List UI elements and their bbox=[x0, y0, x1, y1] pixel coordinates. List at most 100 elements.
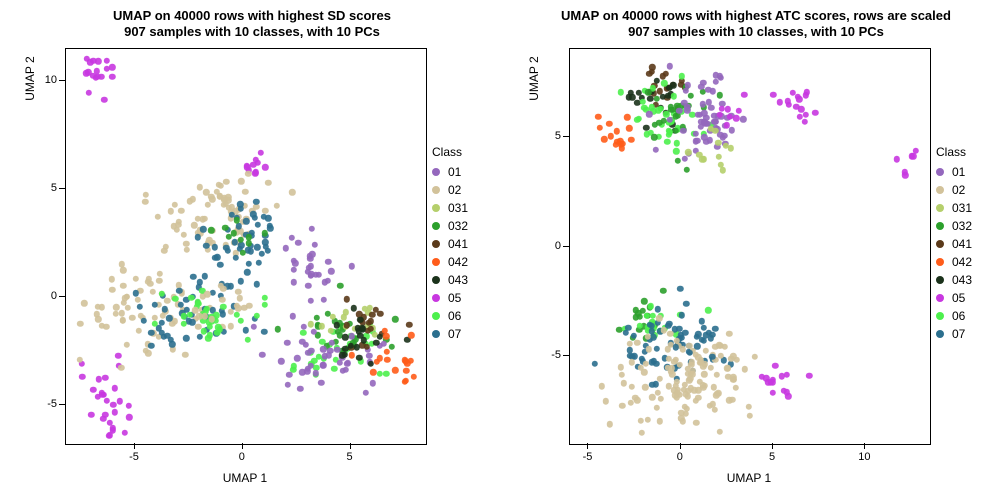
data-point bbox=[389, 344, 395, 350]
data-point bbox=[244, 269, 250, 275]
data-point bbox=[658, 395, 664, 401]
data-point bbox=[254, 312, 260, 318]
legend-swatch bbox=[936, 186, 944, 194]
data-point bbox=[407, 358, 413, 364]
data-point bbox=[223, 179, 229, 185]
data-point bbox=[654, 78, 660, 84]
data-point bbox=[752, 353, 758, 359]
data-point bbox=[265, 180, 271, 186]
x-tick-mark bbox=[587, 443, 588, 449]
legend-label: 05 bbox=[952, 291, 965, 305]
data-point bbox=[664, 346, 670, 352]
data-point bbox=[726, 330, 732, 336]
legend-item: 06 bbox=[432, 307, 468, 325]
data-point bbox=[646, 346, 652, 352]
data-point bbox=[253, 169, 259, 175]
data-point bbox=[124, 342, 130, 348]
data-point bbox=[657, 418, 663, 424]
data-point bbox=[86, 90, 92, 96]
data-point bbox=[673, 140, 679, 146]
data-point bbox=[343, 296, 349, 302]
legend-label: 02 bbox=[952, 183, 965, 197]
data-point bbox=[677, 286, 683, 292]
data-point bbox=[592, 360, 598, 366]
legend-swatch bbox=[432, 204, 440, 212]
data-point bbox=[253, 199, 259, 205]
data-point bbox=[231, 230, 237, 236]
data-point bbox=[195, 234, 201, 240]
data-point bbox=[646, 71, 652, 77]
data-point bbox=[109, 74, 115, 80]
x-axis-label: UMAP 1 bbox=[569, 471, 929, 485]
data-point bbox=[655, 107, 661, 113]
data-point bbox=[619, 403, 625, 409]
x-tick-mark bbox=[242, 443, 243, 449]
data-point bbox=[246, 302, 252, 308]
data-point bbox=[377, 311, 383, 317]
data-point bbox=[169, 321, 175, 327]
data-point bbox=[264, 248, 270, 254]
data-point bbox=[284, 381, 290, 387]
data-point bbox=[649, 312, 655, 318]
data-point bbox=[325, 259, 331, 265]
data-point bbox=[150, 289, 156, 295]
data-point bbox=[770, 390, 776, 396]
data-point bbox=[628, 400, 634, 406]
data-point bbox=[595, 113, 601, 119]
data-point bbox=[187, 198, 193, 204]
data-point bbox=[125, 305, 131, 311]
data-point bbox=[301, 324, 307, 330]
data-point bbox=[220, 286, 226, 292]
legend-item: 06 bbox=[936, 307, 972, 325]
data-point bbox=[655, 306, 661, 312]
legend-title: Class bbox=[432, 145, 468, 159]
data-point bbox=[142, 192, 148, 198]
data-point bbox=[709, 88, 715, 94]
legend-item: 01 bbox=[432, 163, 468, 181]
data-point bbox=[107, 432, 113, 438]
data-point bbox=[660, 327, 666, 333]
data-point bbox=[712, 407, 718, 413]
legend-swatch bbox=[432, 222, 440, 230]
data-point bbox=[653, 381, 659, 387]
data-point bbox=[673, 113, 679, 119]
data-point bbox=[660, 73, 666, 79]
data-point bbox=[251, 323, 257, 329]
legend-swatch bbox=[432, 276, 440, 284]
data-point bbox=[164, 297, 170, 303]
data-point bbox=[337, 283, 343, 289]
plot-area bbox=[569, 48, 931, 445]
y-axis-label: UMAP 2 bbox=[527, 0, 541, 276]
data-point bbox=[370, 380, 376, 386]
data-point bbox=[238, 178, 244, 184]
legend-label: 031 bbox=[952, 201, 972, 215]
data-point bbox=[90, 387, 96, 393]
data-point bbox=[110, 401, 116, 407]
data-point bbox=[692, 131, 698, 137]
data-point bbox=[101, 96, 107, 102]
x-tick-label: -5 bbox=[129, 451, 139, 463]
data-point bbox=[625, 325, 631, 331]
data-point bbox=[673, 394, 679, 400]
data-point bbox=[245, 337, 251, 343]
data-point bbox=[103, 397, 109, 403]
data-point bbox=[732, 385, 738, 391]
data-point bbox=[188, 295, 194, 301]
data-point bbox=[733, 115, 739, 121]
data-point bbox=[290, 313, 296, 319]
legend-item: 042 bbox=[936, 253, 972, 271]
data-point bbox=[327, 348, 333, 354]
data-point bbox=[629, 384, 635, 390]
y-tick-mark bbox=[563, 355, 569, 356]
data-point bbox=[707, 364, 713, 370]
data-point bbox=[675, 158, 681, 164]
data-point bbox=[366, 353, 372, 359]
legend-label: 02 bbox=[448, 183, 461, 197]
data-point bbox=[159, 313, 165, 319]
data-point bbox=[683, 301, 689, 307]
legend-label: 07 bbox=[952, 327, 965, 341]
data-point bbox=[679, 346, 685, 352]
data-point bbox=[902, 172, 908, 178]
legend-item: 07 bbox=[936, 325, 972, 343]
legend-swatch bbox=[936, 294, 944, 302]
